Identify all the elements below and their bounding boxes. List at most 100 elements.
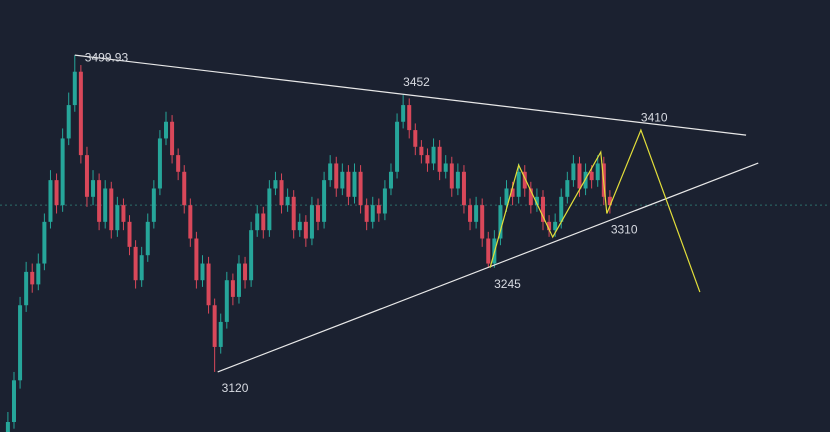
candle-body [413, 130, 418, 147]
candle-body [91, 180, 96, 197]
candle-body [164, 121, 168, 139]
candle-body [291, 196, 296, 231]
candle-body [84, 155, 89, 197]
candle-body [170, 121, 175, 156]
candle-body [121, 205, 126, 222]
candle-body [334, 163, 339, 189]
candle-body [103, 188, 108, 222]
candle-body [249, 230, 254, 281]
candle-body [547, 221, 552, 231]
candle-body [571, 163, 576, 181]
candle-body [486, 238, 491, 264]
candle-body [364, 205, 369, 222]
candle-body [48, 180, 53, 222]
candle-body [382, 188, 387, 214]
candle-body [516, 171, 521, 197]
candle-body [285, 196, 290, 206]
candle-body [443, 163, 448, 172]
candle-body [504, 188, 509, 206]
candle-body [498, 205, 503, 239]
candle-body [188, 205, 193, 239]
candle-body [36, 263, 41, 285]
candle-body [18, 305, 23, 381]
candle-body [328, 163, 333, 181]
candle-body [255, 213, 260, 231]
candle-body [449, 163, 454, 189]
candle-body [230, 280, 235, 297]
candle-body [468, 205, 473, 222]
candle-body [236, 263, 241, 297]
candle-body [279, 180, 284, 206]
candle-body [297, 221, 302, 231]
candle-body [151, 188, 156, 222]
candle-body [340, 171, 345, 189]
candle-body [200, 263, 205, 281]
candle-body [11, 380, 16, 422]
candle-body [522, 171, 527, 189]
candle-body [553, 221, 558, 231]
candle-body [401, 105, 406, 122]
candle-body [309, 205, 314, 239]
candle-body [133, 246, 138, 281]
candle-body [370, 205, 375, 222]
candle-body [474, 205, 479, 222]
candle-body [224, 280, 229, 322]
candle-body [346, 171, 351, 197]
candle-body [194, 238, 199, 281]
candle-body [595, 163, 600, 181]
candle-body [352, 171, 357, 197]
candle-body [316, 205, 321, 222]
candle-body [5, 421, 10, 432]
candle-body [60, 138, 65, 206]
candle-body [540, 196, 545, 222]
candle-body [376, 205, 381, 214]
candle-body [559, 196, 564, 222]
candle-body [437, 146, 442, 172]
trend-line [74, 54, 747, 136]
candle-body [42, 221, 47, 264]
candle-body [534, 196, 539, 206]
candle-body [273, 180, 278, 189]
candle-body [109, 188, 114, 231]
candle-body [72, 71, 77, 106]
price-label: 3410 [641, 110, 668, 124]
candle-body [66, 105, 71, 139]
price-label: 3499.93 [85, 50, 129, 64]
candle-body [127, 221, 132, 247]
candle-body [565, 180, 570, 197]
candle-body [419, 146, 424, 156]
candle-body [358, 171, 363, 206]
candle-body [139, 255, 144, 281]
candle-body [218, 321, 223, 347]
candle-body [212, 305, 217, 347]
trend-line [217, 162, 759, 373]
candle-body [461, 171, 466, 206]
candle-body [176, 155, 181, 172]
candle-body [115, 205, 120, 231]
candle-body [480, 205, 485, 239]
candle-body [145, 221, 150, 256]
candle-body [528, 188, 533, 206]
candle-body [322, 180, 327, 222]
candle-body [267, 188, 272, 231]
projection-path [489, 128, 701, 293]
candle-body [261, 213, 266, 231]
candle-body [243, 263, 248, 281]
candle-body [78, 71, 83, 156]
candle-body [431, 146, 436, 164]
candle-body [24, 271, 29, 306]
candle-body [510, 188, 515, 197]
candle-body [607, 196, 612, 206]
candle-body [157, 138, 162, 189]
candle-body [407, 105, 412, 131]
candle-body [97, 180, 102, 222]
candle-body [577, 163, 582, 189]
price-label: 3245 [494, 277, 521, 291]
candle-body [30, 271, 35, 285]
candle-body [455, 171, 460, 189]
candle-body [425, 155, 430, 164]
candle-body [206, 263, 211, 306]
